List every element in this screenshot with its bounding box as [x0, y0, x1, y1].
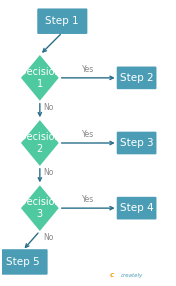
- FancyBboxPatch shape: [117, 197, 156, 219]
- Text: Decision
2: Decision 2: [19, 132, 61, 154]
- Text: creately: creately: [120, 273, 143, 277]
- Text: Step 5: Step 5: [6, 257, 39, 267]
- Polygon shape: [21, 185, 59, 231]
- FancyBboxPatch shape: [117, 67, 156, 89]
- Text: Step 3: Step 3: [120, 138, 153, 148]
- FancyBboxPatch shape: [117, 132, 156, 154]
- Text: Step 1: Step 1: [45, 16, 79, 26]
- Text: Yes: Yes: [82, 65, 94, 74]
- FancyBboxPatch shape: [0, 249, 48, 275]
- Text: No: No: [43, 233, 54, 243]
- Text: Decision
1: Decision 1: [19, 67, 61, 89]
- Text: Yes: Yes: [82, 130, 94, 139]
- Text: c: c: [109, 271, 114, 277]
- Text: No: No: [43, 103, 54, 112]
- FancyBboxPatch shape: [37, 9, 87, 34]
- Text: Decision
3: Decision 3: [19, 197, 61, 219]
- Polygon shape: [21, 55, 59, 101]
- Polygon shape: [21, 120, 59, 166]
- Text: No: No: [43, 168, 54, 177]
- Text: Step 4: Step 4: [120, 203, 153, 213]
- Text: Yes: Yes: [82, 195, 94, 204]
- Text: Step 2: Step 2: [120, 73, 153, 83]
